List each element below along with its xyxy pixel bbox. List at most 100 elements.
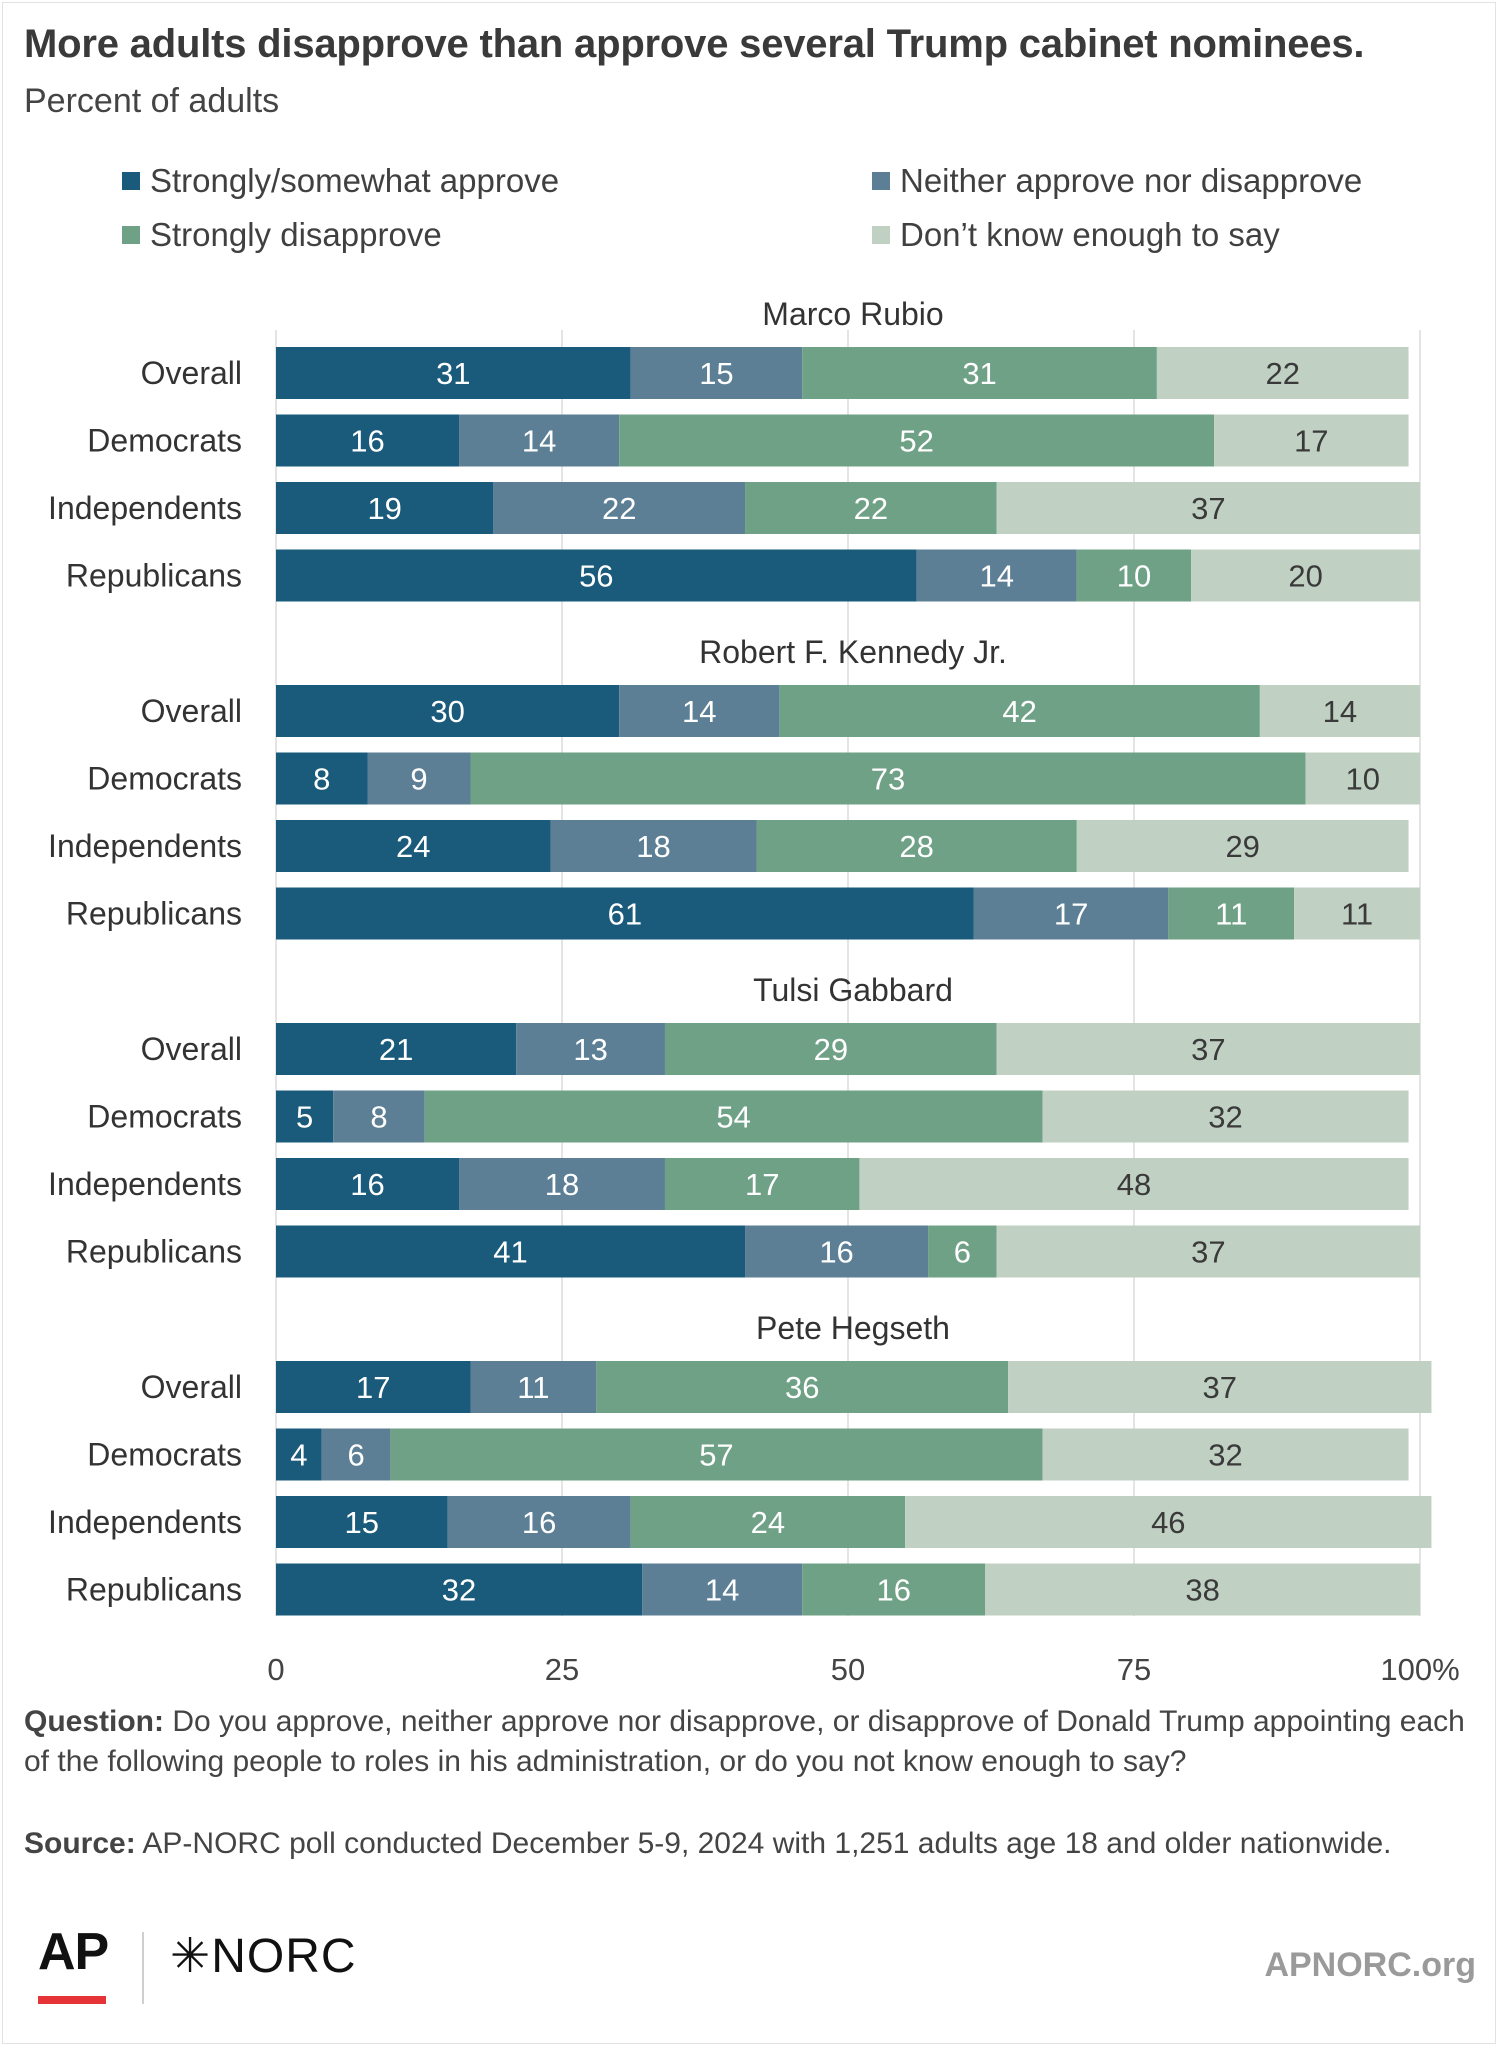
data-label: 31 — [436, 356, 470, 391]
bar-segment — [1214, 414, 1409, 467]
bar-segment — [802, 1563, 986, 1616]
data-label: 46 — [1151, 1505, 1185, 1540]
bar-segment — [619, 414, 1215, 467]
data-label: 11 — [517, 1370, 549, 1405]
data-label: 16 — [877, 1573, 911, 1608]
bar-segment — [996, 1023, 1420, 1075]
data-label: 10 — [1117, 559, 1151, 594]
group-title: Pete Hegseth — [756, 1310, 950, 1346]
legend-item-disapprove: Strongly disapprove — [122, 216, 442, 254]
bar-segment — [459, 414, 620, 467]
data-label: 11 — [1215, 897, 1247, 932]
x-tick-label: 25 — [545, 1652, 579, 1687]
bar-segment — [276, 1090, 334, 1143]
bar-segment — [1156, 347, 1409, 399]
data-label: 17 — [1294, 424, 1328, 459]
data-label: 15 — [345, 1505, 379, 1540]
bar-segment — [859, 1158, 1409, 1210]
bar-segment — [447, 1496, 631, 1548]
data-label: 19 — [367, 491, 401, 526]
data-label: 21 — [379, 1032, 413, 1067]
row-label: Democrats — [87, 761, 242, 797]
data-label: 37 — [1191, 1235, 1225, 1270]
bar-segment — [1076, 820, 1409, 872]
row-label: Overall — [141, 1369, 242, 1405]
bar-segment — [390, 1428, 1043, 1481]
bar-segment — [470, 1361, 597, 1413]
data-label: 17 — [356, 1370, 390, 1405]
row-label: Independents — [48, 828, 242, 864]
norc-logo: ✳NORC — [170, 1930, 357, 1983]
bar-segment — [928, 1225, 997, 1278]
bar-segment — [321, 1428, 391, 1481]
data-label: 4 — [290, 1438, 307, 1473]
bar-segment — [596, 1361, 1009, 1413]
source-label: Source: — [24, 1827, 136, 1860]
bar-segment — [756, 820, 1077, 872]
data-label: 10 — [1346, 762, 1380, 797]
bar-segment — [779, 685, 1260, 737]
data-label: 29 — [1225, 829, 1259, 864]
data-label: 22 — [602, 491, 636, 526]
data-label: 32 — [442, 1573, 476, 1608]
legend-label: Strongly disapprove — [150, 216, 442, 253]
bar-segment — [1305, 752, 1420, 805]
row-label: Republicans — [66, 558, 242, 594]
bar-segment — [276, 1361, 471, 1413]
data-label: 8 — [370, 1100, 387, 1135]
bar-segment — [745, 482, 997, 534]
data-label: 14 — [705, 1573, 739, 1608]
data-label: 18 — [636, 829, 670, 864]
data-label: 16 — [522, 1505, 556, 1540]
data-label: 37 — [1191, 1032, 1225, 1067]
chart-title: More adults disapprove than approve seve… — [24, 22, 1365, 66]
x-tick-label: 75 — [1117, 1652, 1151, 1687]
legend-item-neither: Neither approve nor disapprove — [872, 162, 1362, 200]
data-label: 61 — [608, 897, 642, 932]
question-note: Question: Do you approve, neither approv… — [24, 1702, 1474, 1782]
data-label: 22 — [854, 491, 888, 526]
data-label: 18 — [545, 1167, 579, 1202]
bar-segment — [664, 1158, 860, 1210]
bar-segment — [276, 482, 494, 534]
data-label: 56 — [579, 559, 613, 594]
chart-subtitle: Percent of adults — [24, 82, 280, 120]
data-label: 28 — [899, 829, 933, 864]
bar-segment — [276, 1563, 643, 1616]
bar-segment — [276, 685, 620, 737]
row-label: Independents — [48, 1166, 242, 1202]
legend-item-dont-know: Don’t know enough to say — [872, 216, 1280, 254]
source-text: AP-NORC poll conducted December 5-9, 202… — [142, 1827, 1392, 1860]
data-label: 14 — [682, 694, 716, 729]
data-label: 31 — [962, 356, 996, 391]
site-link[interactable]: APNORC.org — [1264, 1946, 1476, 1984]
bar-segment — [630, 347, 803, 399]
bar-segment — [619, 685, 780, 737]
data-label: 16 — [350, 424, 384, 459]
data-label: 24 — [751, 1505, 785, 1540]
legend-label: Neither approve nor disapprove — [900, 162, 1363, 199]
bar-segment — [333, 1090, 425, 1143]
bar-segment — [973, 887, 1169, 940]
data-label: 37 — [1191, 491, 1225, 526]
data-label: 14 — [522, 424, 556, 459]
data-label: 36 — [785, 1370, 819, 1405]
row-label: Independents — [48, 490, 242, 526]
row-label: Democrats — [87, 1437, 242, 1473]
legend-swatch — [122, 172, 140, 190]
bar-segment — [1259, 685, 1420, 737]
bar-segment — [276, 1428, 322, 1481]
bar-segment — [996, 482, 1420, 534]
bar-segment — [1168, 887, 1295, 940]
row-label: Overall — [141, 355, 242, 391]
data-label: 13 — [573, 1032, 607, 1067]
bar-segment — [664, 1023, 997, 1075]
bar-segment — [367, 752, 471, 805]
bar-segment — [1294, 887, 1420, 940]
bar-segment — [459, 1158, 665, 1210]
row-label: Overall — [141, 1031, 242, 1067]
data-label: 32 — [1208, 1438, 1242, 1473]
bar-segment — [1042, 1090, 1409, 1143]
bar-segment — [276, 887, 974, 940]
